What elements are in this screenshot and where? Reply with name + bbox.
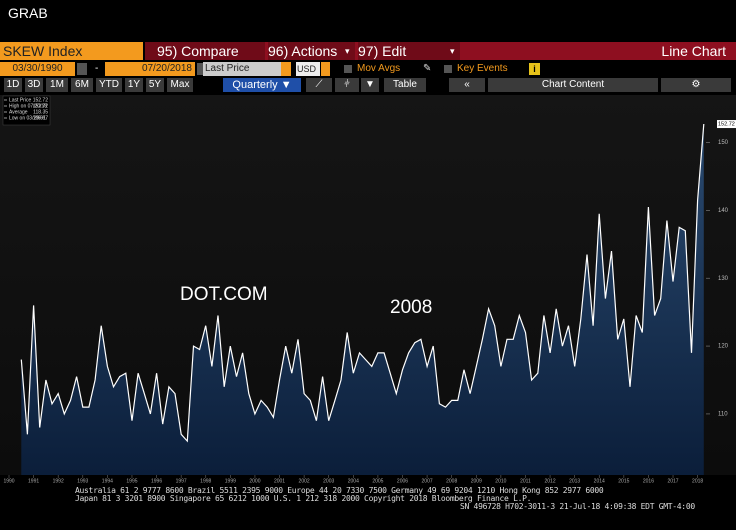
- footer-line: Australia 61 2 9777 8600 Brazil 5511 239…: [75, 486, 604, 495]
- dash: -: [95, 63, 99, 74]
- range-button[interactable]: Max: [167, 78, 193, 92]
- x-tick-label: 2017: [667, 478, 678, 484]
- dropdown-arrow: ▾: [345, 46, 350, 56]
- legend-label: Last Price: [9, 97, 31, 103]
- legend-value: 152.72: [33, 97, 49, 103]
- footer-line: Japan 81 3 3201 8900 Singapore 65 6212 1…: [75, 494, 532, 503]
- x-tick-label: 2018: [692, 478, 703, 484]
- window-title: GRAB: [8, 5, 48, 21]
- range-button[interactable]: 1M: [46, 78, 68, 92]
- y-tick-label: 130: [718, 276, 729, 282]
- x-tick-label: 1996: [151, 478, 162, 484]
- x-tick-label: 2006: [397, 478, 408, 484]
- x-tick-label: 1991: [28, 478, 39, 484]
- x-tick-label: 1993: [77, 478, 88, 484]
- range-button[interactable]: YTD: [96, 78, 122, 92]
- x-tick-label: 2014: [594, 478, 605, 484]
- dropdown-button[interactable]: [321, 62, 330, 76]
- x-tick-label: 2007: [422, 478, 433, 484]
- annotation: 2008: [390, 297, 432, 318]
- legend-box: [2, 95, 51, 126]
- dropdown-button[interactable]: ▼: [361, 78, 379, 92]
- legend-value: 152.72: [33, 103, 49, 109]
- footer-line: SN 496728 H702-3011-3 21-Jul-18 4:09:38 …: [460, 502, 695, 511]
- legend-label: Low on 03/29/91: [9, 115, 46, 121]
- x-tick-label: 2002: [299, 478, 310, 484]
- x-tick-label: 2000: [249, 478, 260, 484]
- x-tick-label: 2003: [323, 478, 334, 484]
- menu-item[interactable]: 95) Compare: [145, 42, 265, 60]
- range-button[interactable]: 1Y: [125, 78, 143, 92]
- x-tick-label: 2010: [495, 478, 506, 484]
- ticker-field[interactable]: SKEW Index: [0, 42, 143, 60]
- y-tick-label: 150: [718, 140, 729, 146]
- x-tick-label: 2009: [471, 478, 482, 484]
- x-tick-label: 1994: [102, 478, 113, 484]
- dropdown-arrow: ▾: [450, 46, 455, 56]
- x-tick-label: 1990: [3, 478, 14, 484]
- x-tick-label: 2001: [274, 478, 285, 484]
- calendar-icon[interactable]: [197, 63, 207, 75]
- legend-label: High on 07/20/18: [9, 103, 47, 109]
- x-tick-label: 2015: [618, 478, 629, 484]
- annotation: DOT.COM: [180, 284, 268, 305]
- x-tick-label: 2011: [520, 478, 531, 484]
- x-tick-label: 2008: [446, 478, 457, 484]
- range-button[interactable]: 3D: [25, 78, 43, 92]
- chart-icon[interactable]: ⟋: [306, 78, 332, 92]
- legend-value: 105.67: [33, 115, 49, 121]
- x-tick-label: 1995: [126, 478, 137, 484]
- chart-content-button[interactable]: Chart Content: [488, 78, 658, 92]
- last-price-tag: [717, 120, 736, 129]
- y-tick-label: 110: [718, 412, 728, 418]
- checkbox[interactable]: [444, 65, 452, 73]
- x-tick-label: 1997: [176, 478, 187, 484]
- x-tick-label: 1998: [200, 478, 211, 484]
- x-tick-label: 1999: [225, 478, 236, 484]
- period-select[interactable]: Quarterly ▼: [223, 78, 301, 92]
- settings-button[interactable]: ⚙: [661, 78, 731, 92]
- collapse-button[interactable]: «: [449, 78, 485, 92]
- dropdown-button[interactable]: [281, 62, 291, 76]
- range-button[interactable]: 6M: [71, 78, 93, 92]
- start-date[interactable]: 03/30/1990: [0, 62, 75, 76]
- option-label: Key Events: [457, 63, 508, 74]
- currency-select[interactable]: USD: [296, 62, 320, 76]
- checkbox[interactable]: [344, 65, 352, 73]
- option-label: Mov Avgs: [357, 63, 401, 74]
- x-tick-label: 2012: [544, 478, 555, 484]
- x-tick-label: 2013: [569, 478, 580, 484]
- price-line: [20, 123, 705, 443]
- x-tick-label: 2005: [372, 478, 383, 484]
- y-tick-label: 120: [718, 344, 729, 350]
- y-tick-label: 140: [718, 208, 729, 214]
- x-tick-label: 2004: [348, 478, 359, 484]
- field-select[interactable]: Last Price: [203, 62, 290, 76]
- calendar-icon[interactable]: [77, 63, 87, 75]
- legend-label: Average: [9, 109, 28, 115]
- info-icon[interactable]: i: [529, 63, 540, 75]
- legend-value: 118.35: [33, 109, 48, 115]
- view-label: Line Chart: [661, 43, 726, 59]
- end-date[interactable]: 07/20/2018: [105, 62, 195, 76]
- x-tick-label: 1992: [53, 478, 64, 484]
- pencil-icon[interactable]: ✎: [423, 63, 432, 74]
- range-button[interactable]: 5Y: [146, 78, 164, 92]
- menu-item[interactable]: 96) Actions: [268, 42, 355, 60]
- layout-icon[interactable]: ⫩: [335, 78, 359, 92]
- table-button[interactable]: Table: [384, 78, 426, 92]
- last-price-label: 152.72: [718, 121, 735, 127]
- menu-item[interactable]: 97) Edit: [358, 42, 460, 60]
- range-button[interactable]: 1D: [4, 78, 22, 92]
- x-tick-label: 2016: [643, 478, 654, 484]
- area: [21, 124, 704, 475]
